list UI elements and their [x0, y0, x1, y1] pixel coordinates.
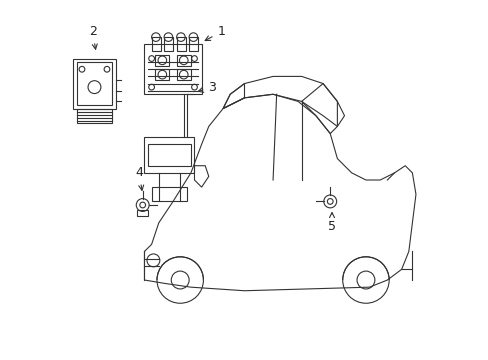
Bar	[189, 37, 198, 51]
Text: 1: 1	[205, 25, 225, 41]
Bar	[77, 109, 112, 123]
Bar	[148, 144, 190, 166]
Bar	[137, 210, 148, 216]
Bar	[176, 69, 190, 80]
Text: 5: 5	[327, 213, 335, 233]
Bar	[144, 44, 201, 94]
Bar	[73, 59, 116, 109]
Text: 2: 2	[88, 25, 97, 49]
Bar	[77, 62, 112, 105]
Bar	[151, 37, 160, 51]
Bar	[151, 187, 187, 202]
Text: 4: 4	[135, 166, 143, 190]
Bar	[144, 137, 194, 173]
Bar	[155, 55, 169, 66]
Bar	[164, 37, 173, 51]
Bar	[176, 37, 185, 51]
Bar	[155, 69, 169, 80]
Bar	[176, 55, 190, 66]
Text: 3: 3	[198, 81, 216, 94]
